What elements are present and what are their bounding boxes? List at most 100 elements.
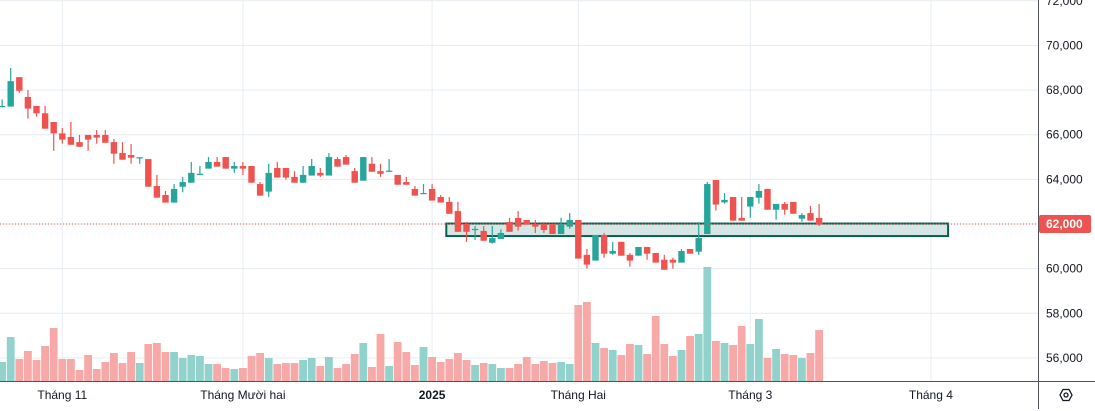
time-tick-label: 2025 — [419, 388, 446, 402]
candle-body — [480, 230, 487, 241]
candle-body — [153, 186, 161, 198]
candle-body — [274, 167, 281, 178]
time-tick-label: Tháng 4 — [909, 388, 953, 402]
price-tick-label: 58,000 — [1046, 306, 1083, 320]
candle-body — [188, 172, 195, 183]
candle-body — [196, 173, 204, 175]
candle-body — [729, 196, 737, 221]
candle-body — [411, 188, 419, 196]
volume-bar — [385, 366, 393, 381]
volume-bar — [686, 336, 694, 381]
volume-bar — [359, 343, 368, 381]
support-zone-rectangle[interactable] — [445, 222, 950, 238]
candle-body — [549, 224, 556, 235]
volume-bar — [419, 347, 428, 381]
candle-body — [162, 194, 169, 203]
volume-bar — [789, 355, 798, 381]
price-tick-label: 66,000 — [1046, 128, 1083, 142]
volume-bar — [471, 365, 479, 381]
candle-body — [59, 133, 66, 140]
candle-body — [686, 248, 694, 254]
volume-bar — [694, 334, 703, 381]
volume-bar — [84, 355, 92, 381]
volume-bar — [445, 359, 454, 381]
volume-bar — [196, 356, 204, 381]
volume-bar — [273, 364, 282, 381]
volume-bar — [763, 358, 772, 381]
volume-bar — [350, 354, 359, 381]
candle-body — [557, 224, 565, 235]
price-axis[interactable]: 72,000 70,000 68,000 66,000 64,000 60,000 58,0… — [1046, 0, 1083, 365]
last-price-label: 62,000 — [1039, 215, 1091, 233]
volume-bar — [67, 359, 75, 381]
volume-bar — [574, 305, 583, 381]
volume-bar — [428, 357, 436, 381]
time-tick-label: Tháng 11 — [37, 388, 87, 402]
candle-body — [291, 176, 298, 183]
volume-bar — [669, 356, 677, 381]
volume-bar — [514, 364, 522, 381]
candle-body — [540, 224, 548, 231]
volume-bar — [411, 365, 419, 381]
settings-hexagon-icon — [1059, 388, 1073, 402]
candle-body — [334, 159, 341, 167]
volume-bar — [282, 363, 290, 381]
volume-bar — [118, 363, 127, 381]
volume-bar — [299, 360, 307, 381]
candle-body — [385, 170, 393, 172]
time-axis[interactable]: Tháng 11 Tháng Mười hai 2025 Tháng Hai Tháng… — [37, 388, 953, 402]
volume-bar — [393, 342, 402, 381]
candle-body — [299, 174, 307, 183]
volume-bar — [41, 346, 49, 381]
volume-bar — [634, 345, 643, 381]
candle-body — [239, 165, 247, 169]
chart-settings-button[interactable] — [1052, 384, 1080, 406]
volume-bar — [15, 359, 24, 381]
volume-bar — [6, 337, 15, 381]
candle-body — [265, 172, 272, 192]
candle-body — [721, 199, 728, 203]
candle-body — [222, 157, 229, 169]
support-zone[interactable] — [445, 222, 950, 238]
candles — [0, 67, 823, 270]
candle-body — [704, 184, 711, 235]
candle-body — [661, 259, 668, 270]
candle-body — [84, 134, 92, 140]
candle-body — [669, 259, 677, 263]
candle-body — [523, 219, 530, 225]
volume-bar — [815, 330, 823, 381]
candle-body — [342, 157, 350, 165]
volume-bar — [703, 267, 712, 381]
candle-body — [24, 96, 32, 109]
volume-bar — [737, 326, 746, 381]
candle-body — [738, 217, 745, 221]
volume-bar — [720, 343, 729, 381]
volume-bar — [772, 349, 780, 381]
volume-bar — [608, 350, 617, 381]
candle-body — [747, 196, 754, 207]
candle-body — [532, 224, 539, 227]
candle-body — [600, 234, 608, 254]
candle-body — [41, 113, 49, 129]
candle-body — [609, 251, 616, 254]
candle-body — [93, 134, 100, 138]
volume-bar — [454, 353, 462, 381]
candle-body — [807, 213, 814, 221]
candle-body — [102, 134, 109, 143]
volume-bar — [376, 334, 385, 381]
candle-body — [471, 228, 479, 231]
time-tick-label: Tháng 3 — [728, 388, 772, 402]
candle-body — [566, 219, 573, 227]
candle-body — [712, 180, 720, 205]
candle-body — [592, 234, 599, 261]
candle-body — [179, 182, 186, 187]
volume-bar — [316, 366, 325, 381]
volume-bars — [0, 267, 823, 381]
candle-body — [7, 81, 14, 107]
candle-body — [420, 192, 427, 195]
candle-body — [781, 203, 788, 210]
candle-body — [575, 219, 582, 259]
volume-bar — [540, 361, 548, 381]
candle-body — [506, 221, 513, 232]
